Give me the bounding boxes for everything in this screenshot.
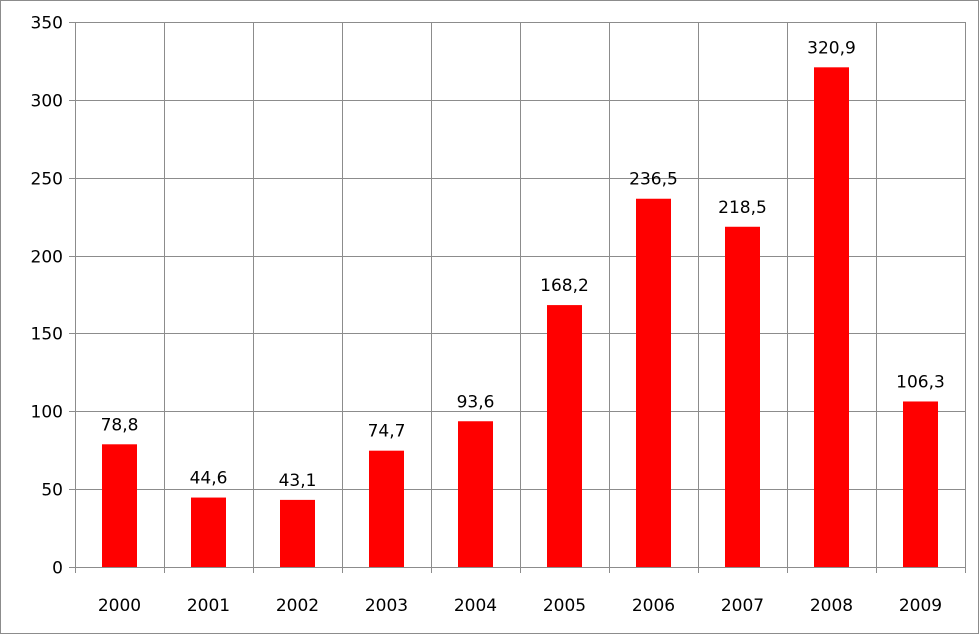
x-tick-label: 2007 (721, 596, 764, 616)
y-tick-label: 100 (31, 403, 63, 423)
bar (191, 497, 226, 567)
bar (280, 499, 315, 567)
bar (814, 67, 849, 567)
y-tick-label: 0 (52, 559, 63, 579)
y-tick-label: 150 (31, 325, 63, 345)
data-label: 218,5 (718, 198, 767, 218)
x-tick-label: 2009 (899, 596, 942, 616)
y-tick-label: 50 (41, 481, 63, 501)
bar (636, 198, 671, 567)
bar (547, 305, 582, 567)
x-tick-label: 2004 (454, 596, 497, 616)
data-label: 93,6 (457, 392, 495, 412)
x-tick-label: 2001 (187, 596, 230, 616)
data-label: 320,9 (807, 38, 856, 58)
data-label: 106,3 (896, 372, 945, 392)
bar (725, 226, 760, 567)
y-tick-label: 300 (31, 92, 63, 112)
x-tick-label: 2005 (543, 596, 586, 616)
x-tick-label: 2000 (98, 596, 141, 616)
data-label: 236,5 (629, 170, 678, 190)
y-tick-label: 250 (31, 170, 63, 190)
x-tick-label: 2002 (276, 596, 319, 616)
data-label: 44,6 (190, 469, 228, 489)
data-label: 74,7 (368, 422, 406, 442)
data-label: 78,8 (101, 415, 139, 435)
x-tick-label: 2003 (365, 596, 408, 616)
x-tick-label: 2006 (632, 596, 675, 616)
bar (903, 401, 938, 567)
bar (102, 444, 137, 567)
data-label: 168,2 (540, 276, 589, 296)
bar (369, 450, 404, 567)
y-tick-label: 200 (31, 248, 63, 268)
data-label: 43,1 (279, 471, 317, 491)
y-tick-label: 350 (31, 14, 63, 34)
x-tick-label: 2008 (810, 596, 853, 616)
bar (458, 421, 493, 567)
